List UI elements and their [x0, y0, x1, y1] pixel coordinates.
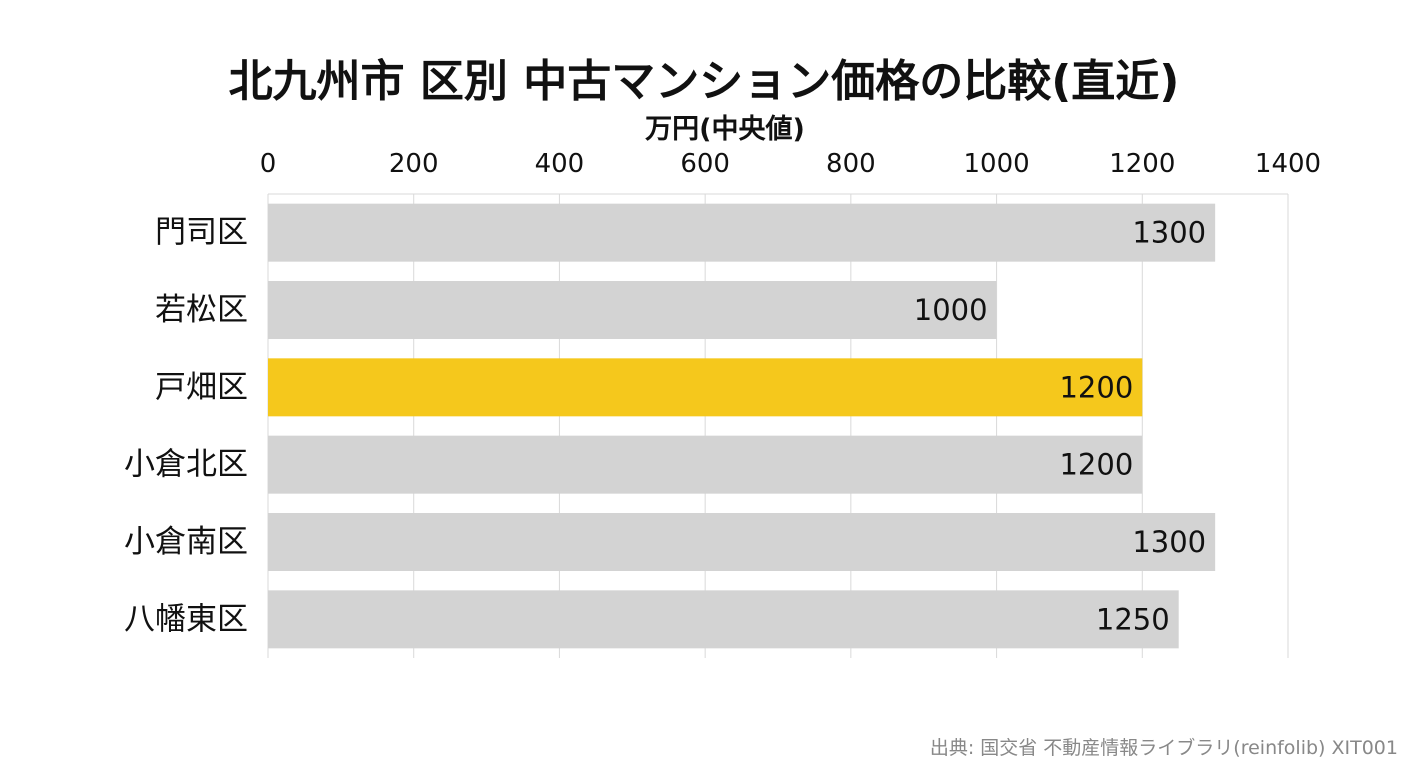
bar [268, 513, 1216, 571]
data-label: 1300 [1132, 216, 1206, 250]
grid-lines [267, 193, 1289, 658]
bars [268, 203, 1216, 649]
data-label: 1250 [1096, 602, 1170, 636]
x-tick-label: 1000 [963, 149, 1029, 179]
x-axis-title: 万円(中央値) [645, 114, 805, 145]
bar [268, 281, 997, 339]
source-note: 出典: 国交省 不動産情報ライブラリ(reinfolib) XIT001 [929, 737, 1398, 759]
data-label: 1200 [1059, 448, 1133, 482]
x-tick-label: 0 [260, 149, 277, 179]
bar [268, 435, 1143, 494]
y-category-label: 戸畑区 [155, 369, 248, 405]
x-tick-label: 800 [826, 149, 876, 179]
bar [268, 203, 1216, 262]
y-category-label: 門司区 [155, 215, 248, 251]
x-tick-label: 1200 [1109, 149, 1175, 179]
x-axis-ticks: 0 200 400 600 800 1000 1200 1400 [260, 149, 1321, 179]
data-label: 1300 [1132, 525, 1206, 559]
data-labels: 1300 1000 1200 1200 1300 1250 [914, 216, 1206, 637]
bar [268, 590, 1179, 649]
y-category-label: 小倉北区 [124, 447, 248, 483]
y-category-label: 若松区 [155, 292, 248, 328]
chart-title: 北九州市 区別 中古マンション価格の比較(直近) [228, 56, 1180, 107]
x-tick-label: 200 [389, 149, 439, 179]
x-tick-label: 1400 [1255, 149, 1321, 179]
data-label: 1000 [914, 293, 988, 327]
x-tick-label: 600 [680, 149, 730, 179]
bar [268, 358, 1143, 417]
y-category-label: 八幡東区 [124, 601, 248, 637]
y-category-label: 小倉南区 [124, 524, 248, 560]
data-label: 1200 [1059, 370, 1133, 404]
x-tick-label: 400 [535, 149, 585, 179]
